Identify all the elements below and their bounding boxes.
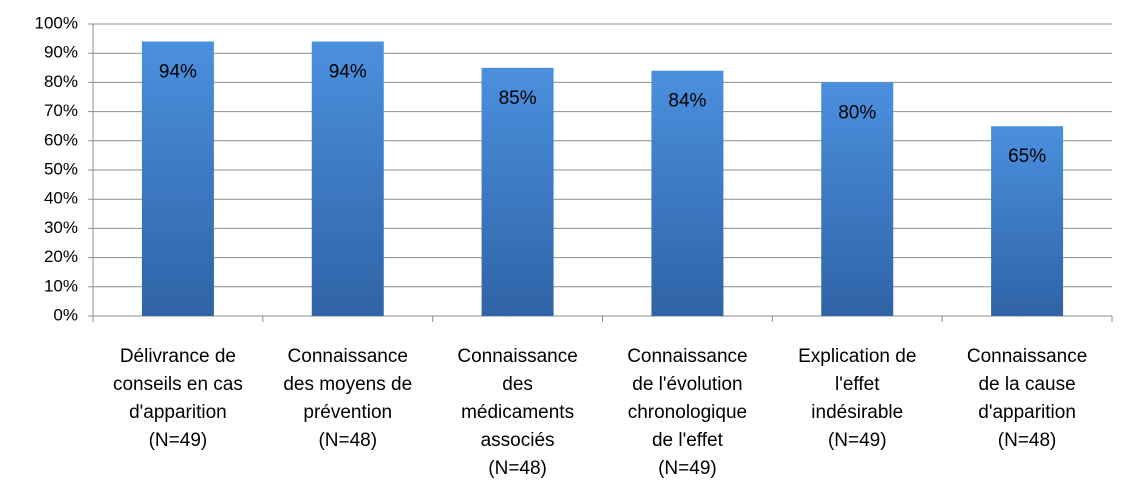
- x-tick-label: chronologique: [628, 402, 747, 423]
- y-tick-label: 10%: [44, 276, 78, 295]
- x-tick-label: Explication de: [798, 346, 916, 367]
- bar: [651, 70, 724, 316]
- data-label: 94%: [329, 62, 367, 83]
- data-label: 80%: [838, 102, 876, 123]
- x-tick-label: Connaissance: [627, 346, 747, 367]
- data-label: 84%: [668, 91, 706, 112]
- x-tick-label: (N=49): [658, 458, 717, 479]
- data-label: 94%: [159, 62, 197, 83]
- x-tick-label: (N=49): [828, 430, 887, 451]
- x-tick-label: de la cause: [978, 374, 1075, 395]
- data-label: 85%: [499, 88, 537, 109]
- bar: [821, 82, 894, 317]
- bar: [481, 67, 554, 316]
- x-tick-label: (N=48): [318, 430, 377, 451]
- x-tick-label: indésirable: [811, 402, 903, 423]
- x-tick-label: des: [502, 374, 533, 395]
- x-tick-label: (N=49): [149, 430, 208, 451]
- bar: [141, 41, 214, 317]
- x-tick-label: (N=48): [998, 430, 1057, 451]
- data-label: 65%: [1008, 146, 1046, 167]
- x-tick-label: Connaissance: [457, 346, 577, 367]
- x-tick-label: Délivrance de: [120, 346, 236, 367]
- x-tick-label: associés: [481, 430, 555, 451]
- x-tick-label: conseils en cas: [113, 374, 243, 395]
- x-tick-label: Connaissance: [288, 346, 408, 367]
- y-tick-label: 80%: [44, 72, 78, 91]
- y-tick-label: 70%: [44, 101, 78, 120]
- x-tick-label: prévention: [303, 402, 392, 423]
- y-tick-label: 40%: [44, 189, 78, 208]
- y-tick-label: 0%: [53, 305, 78, 324]
- x-tick-label: l'effet: [835, 374, 880, 395]
- bar: [311, 41, 384, 317]
- y-tick-label: 50%: [44, 159, 78, 178]
- x-tick-label: de l'évolution: [632, 374, 742, 395]
- y-tick-label: 90%: [44, 43, 78, 62]
- y-tick-label: 100%: [35, 13, 78, 32]
- x-tick-label: d'apparition: [978, 402, 1076, 423]
- x-tick-label: des moyens de: [283, 374, 412, 395]
- y-tick-label: 20%: [44, 247, 78, 266]
- x-tick-label: médicaments: [461, 402, 574, 423]
- x-tick-label: de l'effet: [652, 430, 724, 451]
- x-tick-label: (N=48): [488, 458, 547, 479]
- bar: [991, 126, 1064, 316]
- y-tick-label: 30%: [44, 218, 78, 237]
- x-tick-label: Connaissance: [967, 346, 1087, 367]
- x-tick-label: d'apparition: [129, 402, 227, 423]
- y-tick-label: 60%: [44, 130, 78, 149]
